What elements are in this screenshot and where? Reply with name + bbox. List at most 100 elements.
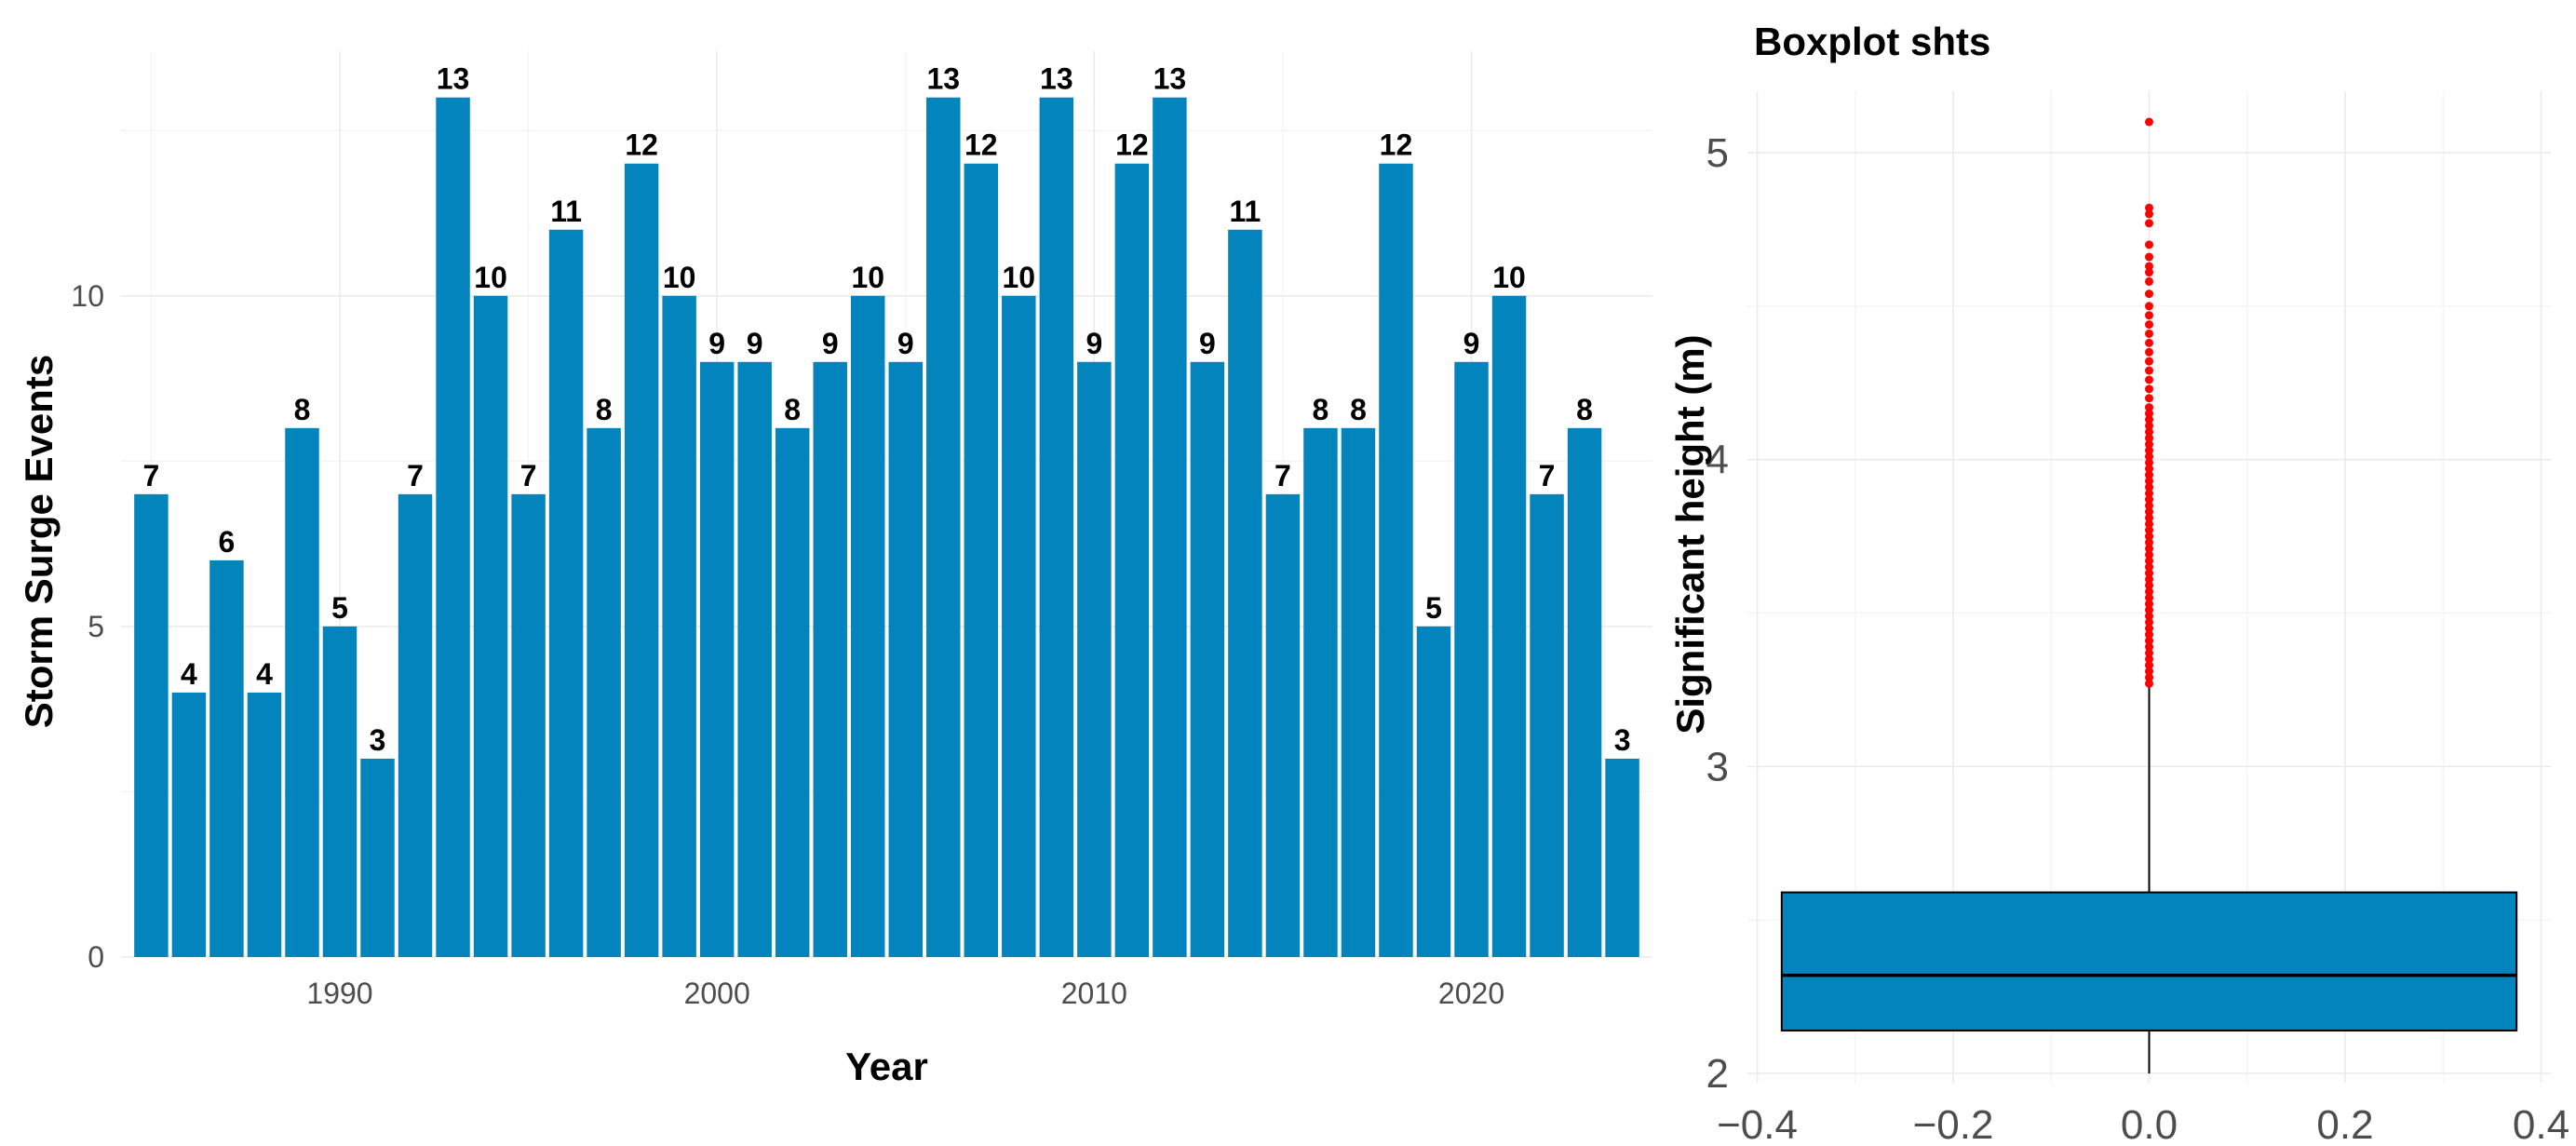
outlier-point	[2145, 421, 2153, 430]
y-tick-label: 5	[1706, 130, 1729, 176]
x-tick-label: 2020	[1438, 977, 1504, 1010]
outlier-point	[2145, 446, 2153, 455]
bar	[436, 97, 470, 957]
y-tick-label: 0	[88, 940, 104, 974]
outlier-point	[2145, 519, 2153, 529]
bar-value-label: 4	[181, 657, 197, 691]
bar	[548, 229, 584, 957]
outlier-point	[2145, 526, 2153, 535]
x-tick-label: 0.0	[2121, 1102, 2178, 1146]
bar-value-label: 7	[143, 459, 160, 492]
bar-value-label: 7	[520, 459, 537, 492]
bar	[1530, 493, 1564, 957]
outlier-point	[2145, 624, 2153, 633]
outlier-point	[2145, 203, 2153, 212]
bar-value-label: 8	[1576, 393, 1593, 426]
bar	[1416, 626, 1451, 957]
bar-value-label: 10	[1492, 261, 1526, 294]
outlier-point	[2145, 415, 2153, 425]
bar	[1228, 229, 1262, 957]
bar-value-label: 7	[1539, 459, 1556, 492]
x-tick-label: −0.4	[1717, 1102, 1798, 1146]
outlier-point	[2145, 268, 2153, 277]
bar-value-label: 3	[370, 723, 386, 757]
y-axis-title: Significant height (m)	[1668, 334, 1712, 734]
bar	[511, 493, 546, 957]
bar	[285, 427, 319, 957]
outlier-point	[2145, 532, 2153, 541]
bar-value-label: 13	[1040, 62, 1073, 96]
outlier-point	[2145, 654, 2153, 664]
outlier-point	[2145, 338, 2153, 347]
bar	[662, 295, 696, 958]
bar-value-label: 8	[294, 393, 311, 426]
bar	[322, 626, 357, 957]
bar	[1114, 163, 1150, 957]
bar	[1039, 97, 1074, 957]
x-tick-label: 0.4	[2513, 1102, 2569, 1146]
bar	[1491, 295, 1527, 958]
bar	[1379, 163, 1413, 957]
outlier-point	[2145, 366, 2153, 375]
x-tick-label: 0.2	[2316, 1102, 2373, 1146]
bar-value-label: 9	[897, 327, 914, 360]
outlier-point	[2145, 409, 2153, 418]
outlier-point	[2145, 375, 2153, 384]
outlier-point	[2145, 465, 2153, 474]
chart-title: Boxplot shts	[1754, 20, 1990, 63]
outlier-point	[2145, 477, 2153, 486]
outlier-point	[2145, 612, 2153, 621]
bar-value-label: 8	[1350, 393, 1367, 426]
outlier-point	[2145, 320, 2153, 330]
bar	[1454, 361, 1489, 957]
x-axis-title: Year	[845, 1045, 928, 1088]
y-tick-label: 2	[1706, 1051, 1729, 1097]
outlier-point	[2145, 347, 2153, 357]
outlier-point	[2145, 593, 2153, 602]
bar-value-label: 9	[1199, 327, 1216, 360]
bar-value-label: 7	[407, 459, 424, 492]
bar	[926, 97, 961, 957]
outlier-point	[2145, 642, 2153, 652]
outlier-point	[2145, 252, 2153, 262]
outlier-point	[2145, 219, 2153, 228]
outlier-point	[2145, 679, 2153, 688]
outlier-point	[2145, 630, 2153, 640]
outlier-point	[2145, 507, 2153, 517]
bar-value-label: 8	[596, 393, 613, 426]
bar	[171, 692, 207, 957]
bar	[1303, 427, 1338, 957]
bar-value-label: 8	[784, 393, 801, 426]
bar	[1002, 295, 1036, 958]
y-axis-title: Storm Surge Events	[17, 355, 61, 728]
boxplot-panel: 2 3 4 5 −0.4 −0.2 0.0 0.2 0.4 Boxplot shts Signifi…	[1668, 20, 2569, 1146]
outlier-point	[2145, 489, 2153, 498]
bar	[1265, 493, 1301, 957]
outlier-point	[2145, 427, 2153, 437]
bar-value-label: 13	[1153, 62, 1187, 96]
outlier-point	[2145, 562, 2153, 572]
bar-value-label: 11	[1229, 195, 1261, 228]
outlier-point	[2145, 482, 2153, 492]
bar-value-label: 10	[851, 261, 884, 294]
outlier-point	[2145, 458, 2153, 467]
bar-value-label: 5	[1425, 591, 1442, 625]
outlier-point	[2145, 117, 2153, 127]
outlier-point	[2145, 452, 2153, 461]
box	[1780, 891, 2518, 1031]
bar-value-label: 7	[1275, 459, 1291, 492]
outlier-point	[2145, 538, 2153, 547]
outlier-point	[2145, 569, 2153, 578]
bar	[624, 163, 659, 957]
bar	[851, 295, 885, 958]
bar	[888, 361, 923, 957]
bar-value-label: 12	[625, 128, 658, 162]
bar	[964, 163, 999, 957]
bar-value-label: 9	[1086, 327, 1102, 360]
x-tick-label: −0.2	[1913, 1102, 1994, 1146]
outlier-point	[2145, 544, 2153, 553]
bar-value-label: 13	[926, 62, 960, 96]
x-tick-label: 2010	[1061, 977, 1127, 1010]
outlier-point	[2145, 673, 2153, 682]
